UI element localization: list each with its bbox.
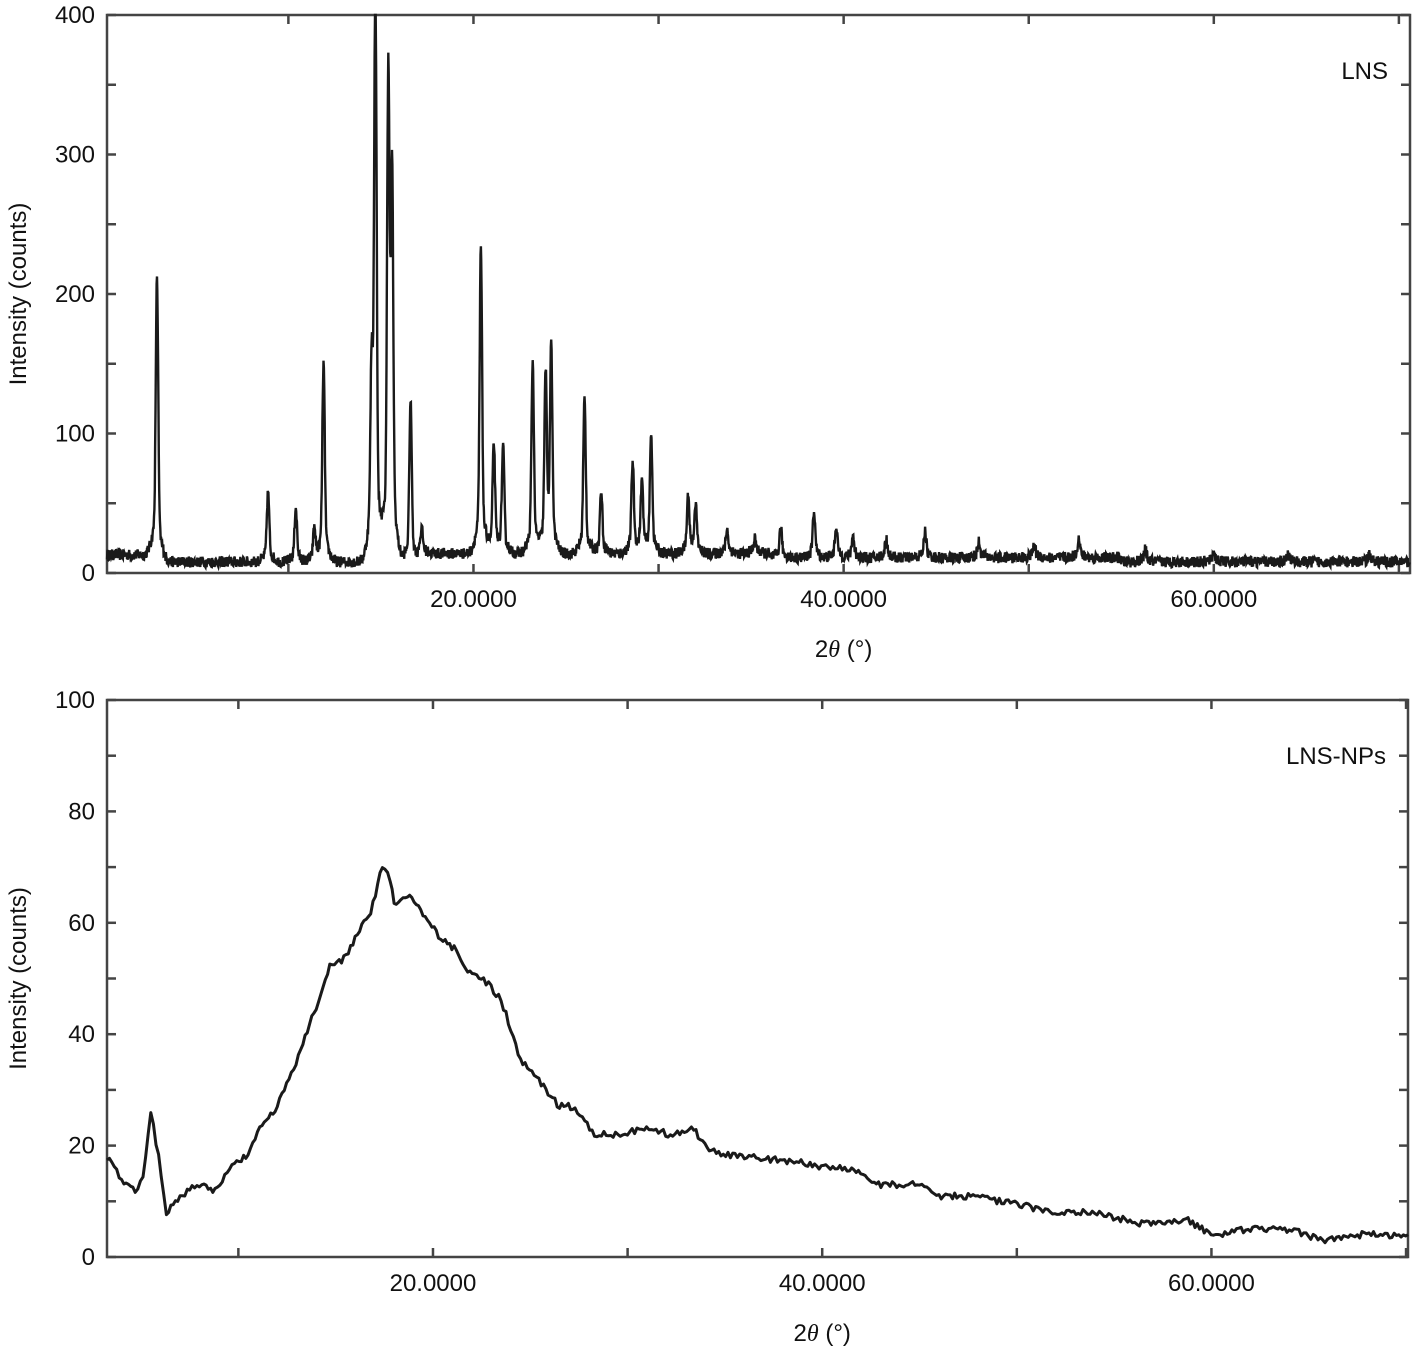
y-tick-label: 100 xyxy=(55,687,95,714)
chart-panel-lns: 0 100 200 300 400 20.0000 40.0000 60.0000 2θ (°)… xyxy=(0,0,1414,670)
x-tick-label: 60.0000 xyxy=(1170,586,1257,613)
x-tick-label: 60.0000 xyxy=(1168,1270,1255,1297)
xrd-chart-lns-nps: 0 20 40 60 80 100 20.0000 40.0000 60.0000 2θ (°) I… xyxy=(5,687,1410,1346)
lns-diffraction-trace xyxy=(105,13,1411,572)
y-tick-label: 0 xyxy=(82,560,95,587)
y-tick-label: 400 xyxy=(55,2,95,29)
y-tick-label: 0 xyxy=(82,1244,95,1271)
chart-panel-lns-nps: 0 20 40 60 80 100 20.0000 40.0000 60.0000 2θ (°) I… xyxy=(0,680,1414,1346)
sample-label: LNS xyxy=(1341,58,1388,85)
x-tick-label: 40.0000 xyxy=(779,1270,866,1297)
y-tick-label: 20 xyxy=(68,1133,95,1160)
sample-label: LNS-NPs xyxy=(1286,743,1386,770)
y-tick-label: 200 xyxy=(55,281,95,308)
y-tick-label: 300 xyxy=(55,142,95,169)
x-tick-label: 40.0000 xyxy=(800,586,887,613)
x-tick-label: 20.0000 xyxy=(390,1270,477,1297)
y-axis-title: Intensity (counts) xyxy=(5,203,32,386)
xrd-chart-lns: 0 100 200 300 400 20.0000 40.0000 60.0000 2θ (°)… xyxy=(5,2,1412,663)
y-axis-title: Intensity (counts) xyxy=(5,887,32,1070)
plot-frame xyxy=(105,13,1412,575)
x-tick-label: 20.0000 xyxy=(430,586,517,613)
y-tick-label: 80 xyxy=(68,798,95,825)
x-axis-title: 2θ (°) xyxy=(815,636,872,663)
lns-nps-diffraction-trace xyxy=(106,866,1409,1245)
y-tick-label: 100 xyxy=(55,421,95,448)
y-tick-label: 40 xyxy=(68,1021,95,1048)
plot-frame xyxy=(105,698,1410,1259)
x-axis-title: 2θ (°) xyxy=(794,1320,851,1346)
y-tick-label: 60 xyxy=(68,910,95,937)
